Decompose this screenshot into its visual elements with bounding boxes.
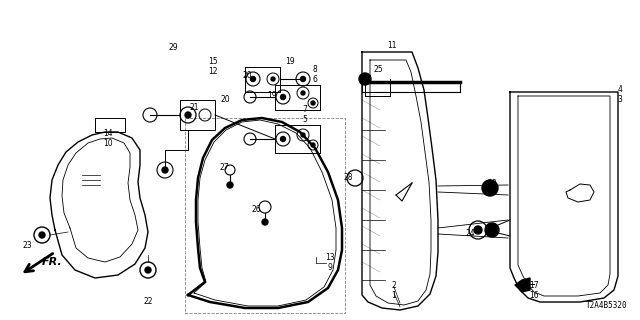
Text: 13: 13 [325, 252, 335, 261]
Text: 16: 16 [529, 291, 539, 300]
Text: 20: 20 [220, 95, 230, 105]
Text: 9: 9 [328, 262, 332, 271]
Circle shape [301, 133, 305, 137]
Text: T2A4B5320: T2A4B5320 [586, 301, 628, 310]
Text: 28: 28 [343, 172, 353, 181]
Text: FR.: FR. [42, 257, 63, 267]
Circle shape [271, 77, 275, 81]
Circle shape [185, 112, 191, 118]
Text: 6: 6 [312, 76, 317, 84]
Text: 8: 8 [312, 66, 317, 75]
Text: 17: 17 [529, 281, 539, 290]
Circle shape [311, 101, 315, 105]
Circle shape [485, 223, 499, 237]
Circle shape [227, 182, 233, 188]
Circle shape [280, 94, 285, 100]
Text: 22: 22 [143, 298, 153, 307]
Circle shape [145, 267, 151, 273]
Circle shape [262, 219, 268, 225]
Text: 3: 3 [618, 95, 623, 105]
Text: 29: 29 [168, 44, 178, 52]
Circle shape [301, 91, 305, 95]
Text: 2: 2 [392, 281, 396, 290]
Text: 24: 24 [465, 229, 475, 238]
Text: 10: 10 [103, 139, 113, 148]
Text: 14: 14 [103, 129, 113, 138]
Text: 12: 12 [208, 67, 218, 76]
Text: 19: 19 [285, 57, 295, 66]
Text: 15: 15 [208, 57, 218, 66]
Circle shape [162, 167, 168, 173]
Circle shape [311, 143, 315, 147]
Text: 19: 19 [267, 91, 277, 100]
Text: 1: 1 [392, 291, 396, 300]
Polygon shape [515, 278, 530, 292]
Text: 4: 4 [618, 85, 623, 94]
Text: 25: 25 [373, 66, 383, 75]
Text: 7: 7 [303, 106, 307, 115]
Circle shape [359, 73, 371, 85]
Circle shape [39, 232, 45, 238]
Circle shape [474, 226, 482, 234]
Text: 5: 5 [303, 116, 307, 124]
Circle shape [482, 180, 498, 196]
Text: 26: 26 [251, 205, 261, 214]
Text: 20: 20 [242, 70, 252, 79]
Text: 27: 27 [219, 164, 229, 172]
Circle shape [250, 76, 255, 82]
Text: 18: 18 [487, 223, 497, 233]
Text: 23: 23 [22, 241, 32, 250]
Circle shape [301, 76, 305, 82]
Text: 21: 21 [189, 102, 199, 111]
Text: 11: 11 [387, 42, 397, 51]
Circle shape [280, 137, 285, 141]
Text: 18: 18 [487, 180, 497, 188]
